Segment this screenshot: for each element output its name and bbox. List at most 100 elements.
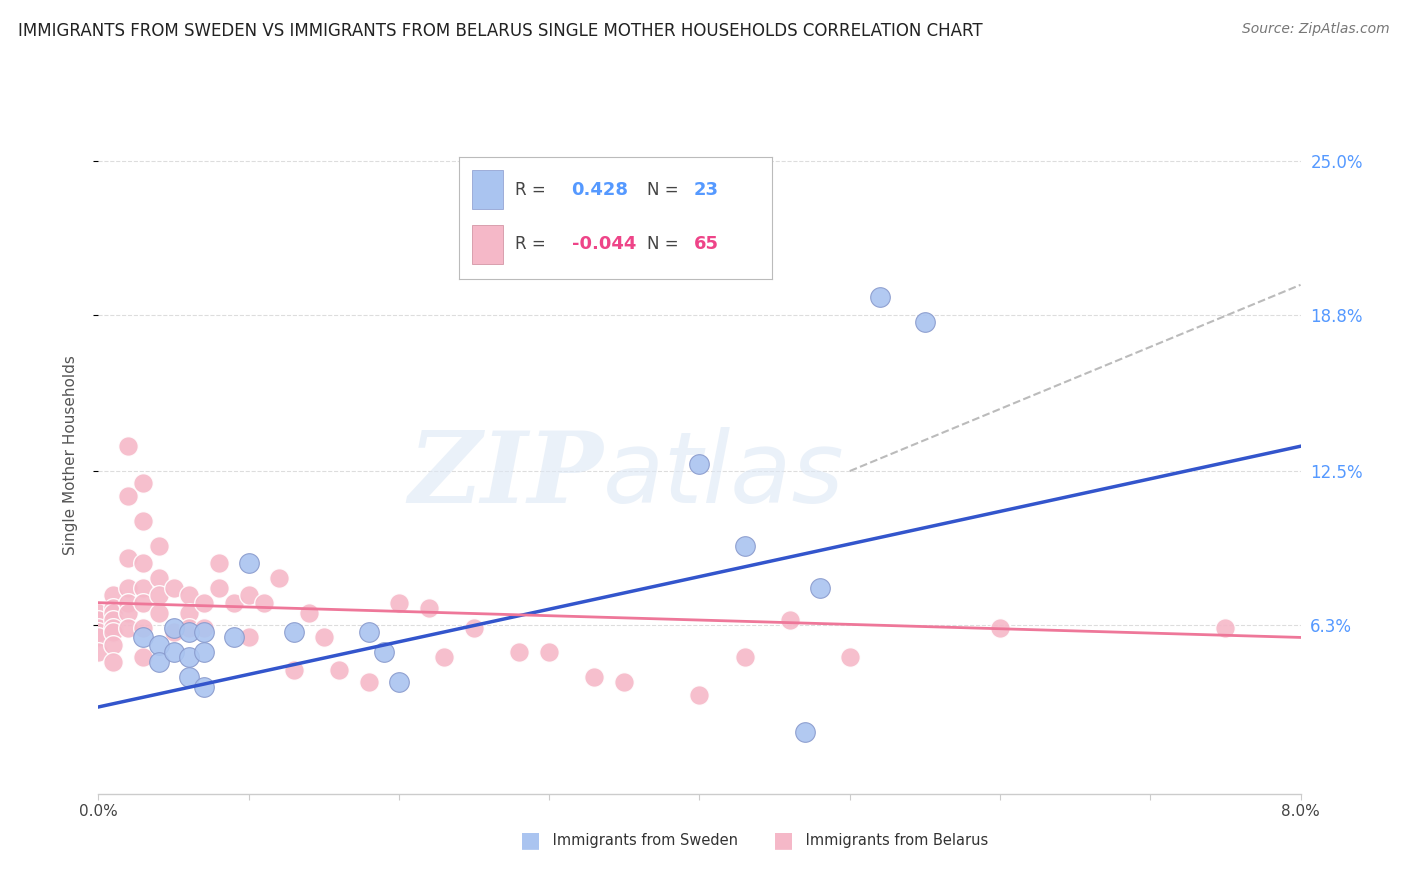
Point: [103, 620, 125, 634]
Point: [148, 588, 170, 602]
Point: [238, 556, 260, 570]
Point: [162, 620, 184, 634]
Point: [283, 663, 305, 677]
Point: [418, 600, 440, 615]
Point: [117, 551, 139, 566]
Point: [117, 620, 139, 634]
Point: [162, 625, 184, 640]
Point: [388, 596, 411, 610]
Text: 65: 65: [693, 235, 718, 253]
Point: [148, 539, 170, 553]
Point: [103, 613, 125, 627]
Point: [117, 489, 139, 503]
Point: [613, 675, 636, 690]
Point: [193, 620, 215, 634]
Point: [734, 650, 756, 665]
Point: [357, 625, 380, 640]
Point: [238, 631, 260, 645]
Text: 23: 23: [693, 180, 718, 199]
Point: [193, 596, 215, 610]
Point: [838, 650, 860, 665]
Point: [689, 688, 711, 702]
Point: [193, 680, 215, 694]
Point: [208, 556, 231, 570]
Point: [162, 581, 184, 595]
Point: [193, 645, 215, 659]
Point: [87, 645, 110, 659]
Text: N =: N =: [647, 235, 678, 253]
Text: R =: R =: [516, 235, 546, 253]
Point: [433, 650, 456, 665]
Point: [177, 620, 200, 634]
Point: [793, 724, 815, 739]
Point: [132, 476, 155, 491]
Point: [117, 596, 139, 610]
Point: [988, 620, 1011, 634]
Point: [103, 638, 125, 652]
Point: [808, 581, 831, 595]
FancyBboxPatch shape: [471, 225, 503, 264]
Text: 0.428: 0.428: [572, 180, 628, 199]
Text: ZIP: ZIP: [408, 427, 603, 524]
Point: [103, 600, 125, 615]
Text: Immigrants from Belarus: Immigrants from Belarus: [801, 833, 988, 847]
Point: [253, 596, 276, 610]
Text: ■: ■: [773, 830, 794, 850]
Text: R =: R =: [516, 180, 546, 199]
Point: [132, 596, 155, 610]
Point: [298, 606, 321, 620]
Point: [388, 675, 411, 690]
Point: [148, 655, 170, 669]
Point: [914, 315, 936, 329]
Point: [734, 539, 756, 553]
Point: [208, 581, 231, 595]
Point: [222, 631, 245, 645]
Point: [222, 596, 245, 610]
Point: [148, 571, 170, 585]
Point: [312, 631, 335, 645]
Point: [132, 581, 155, 595]
Point: [87, 620, 110, 634]
Point: [779, 613, 801, 627]
FancyBboxPatch shape: [471, 170, 503, 209]
Point: [177, 670, 200, 684]
Point: [193, 625, 215, 640]
Point: [177, 650, 200, 665]
Point: [463, 620, 485, 634]
Text: atlas: atlas: [603, 426, 845, 524]
Point: [238, 588, 260, 602]
Point: [87, 625, 110, 640]
Text: IMMIGRANTS FROM SWEDEN VS IMMIGRANTS FROM BELARUS SINGLE MOTHER HOUSEHOLDS CORRE: IMMIGRANTS FROM SWEDEN VS IMMIGRANTS FRO…: [18, 22, 983, 40]
Point: [357, 675, 380, 690]
Point: [283, 625, 305, 640]
Point: [117, 439, 139, 453]
Point: [132, 556, 155, 570]
Text: Source: ZipAtlas.com: Source: ZipAtlas.com: [1241, 22, 1389, 37]
Text: N =: N =: [647, 180, 678, 199]
Point: [177, 588, 200, 602]
Point: [87, 606, 110, 620]
Text: ■: ■: [520, 830, 541, 850]
Point: [689, 457, 711, 471]
Text: -0.044: -0.044: [572, 235, 636, 253]
Point: [103, 625, 125, 640]
Point: [869, 290, 891, 304]
Point: [87, 613, 110, 627]
Point: [103, 588, 125, 602]
Point: [177, 606, 200, 620]
Point: [148, 606, 170, 620]
Point: [87, 631, 110, 645]
Point: [132, 631, 155, 645]
Point: [373, 645, 395, 659]
Point: [117, 581, 139, 595]
Point: [508, 645, 530, 659]
Point: [117, 606, 139, 620]
Point: [177, 625, 200, 640]
Point: [103, 606, 125, 620]
Point: [132, 650, 155, 665]
Point: [162, 645, 184, 659]
Point: [583, 670, 606, 684]
Point: [148, 638, 170, 652]
Point: [1215, 620, 1237, 634]
Point: [132, 514, 155, 528]
